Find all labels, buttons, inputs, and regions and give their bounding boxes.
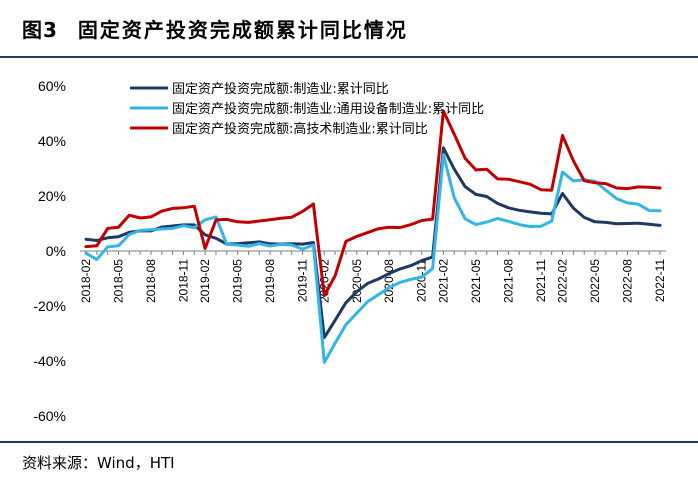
x-tick-label: 2022-11 — [653, 259, 667, 302]
x-tick-label: 2021-05 — [469, 259, 483, 303]
x-tick-label: 2021-11 — [534, 259, 548, 302]
x-tick-label: 2021-02 — [436, 259, 450, 303]
x-tick-label: 2021-08 — [501, 259, 515, 303]
x-tick-label: 2020-05 — [350, 259, 364, 303]
x-tick-label: 2018-11 — [176, 259, 190, 302]
x-tick-label: 2020-08 — [382, 259, 396, 303]
header-rule — [0, 56, 698, 58]
series-line-2 — [84, 153, 662, 364]
y-tick-label: -20% — [33, 298, 66, 314]
x-tick-label: 2022-08 — [621, 259, 635, 303]
x-tick-label: 2019-08 — [263, 259, 277, 303]
series-lines — [84, 109, 662, 364]
legend-label: 固定资产投资完成额:制造业:累计同比 — [172, 81, 389, 97]
x-tick-label: 2020-11 — [415, 259, 429, 302]
figure-label: 图3 — [22, 17, 58, 42]
x-tick-label: 2019-11 — [296, 259, 310, 302]
x-tick-label: 2018-02 — [79, 259, 93, 303]
x-axis: 2018-02 2018-05 2018-08 2018-11 2019-02 2019-… — [79, 250, 667, 303]
series-line-3 — [84, 109, 662, 298]
y-tick-label: 40% — [38, 133, 66, 149]
y-axis-ticks: -60% -40% -20% 0% 20% 40% 60% — [33, 78, 66, 424]
x-tick-label: 2018-05 — [111, 259, 125, 303]
legend-label: 固定资产投资完成额:制造业:通用设备制造业:累计同比 — [172, 101, 484, 117]
footer-rule — [0, 441, 698, 443]
source-note: 资料来源：Wind，HTI — [22, 454, 175, 472]
figure-header: 图3 固定资产投资完成额累计同比情况 — [0, 0, 698, 56]
x-tick-label: 2018-08 — [144, 259, 158, 303]
x-tick-label: 2019-02 — [198, 259, 212, 303]
chart-legend: 固定资产投资完成额:制造业:累计同比固定资产投资完成额:制造业:通用设备制造业:… — [130, 81, 484, 137]
y-tick-label: -40% — [33, 353, 66, 369]
y-tick-label: 0% — [46, 243, 66, 259]
legend-label: 固定资产投资完成额:高技术制造业:累计同比 — [172, 121, 428, 137]
x-tick-label: 2022-02 — [556, 259, 570, 303]
x-tick-label: 2019-05 — [231, 259, 245, 303]
y-tick-label: 20% — [38, 188, 66, 204]
y-tick-label: -60% — [33, 408, 66, 424]
series-line-1 — [84, 146, 662, 340]
x-tick-label: 2022-05 — [588, 259, 602, 303]
figure-title: 固定资产投资完成额累计同比情况 — [77, 17, 408, 42]
y-tick-label: 60% — [38, 78, 66, 94]
